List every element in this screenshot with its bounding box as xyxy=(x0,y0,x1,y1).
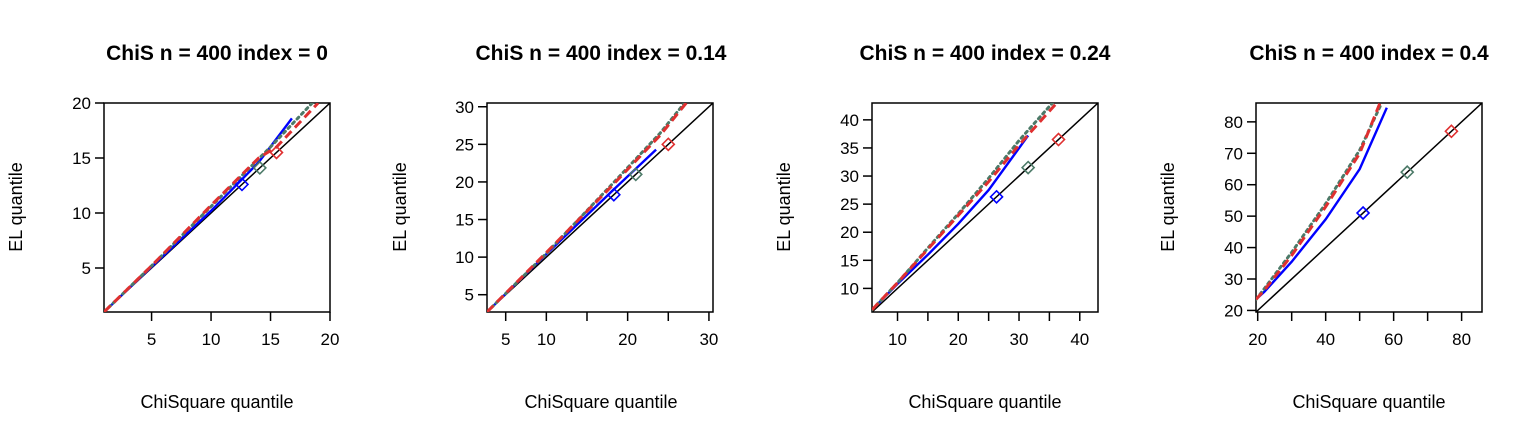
x-tick-label: 5 xyxy=(501,330,510,349)
panel-1-title: ChiS n = 400 index = 0 xyxy=(106,42,328,65)
diamond-marker-1 xyxy=(606,187,621,202)
y-tick-label: 10 xyxy=(840,279,859,298)
reference-line xyxy=(487,103,713,312)
y-tick-label: 5 xyxy=(465,286,474,305)
y-tick-label: 30 xyxy=(840,167,859,186)
y-tick-label: 60 xyxy=(1224,176,1243,195)
panel-3-title: ChiS n = 400 index = 0.24 xyxy=(860,42,1111,65)
diamond-marker-3 xyxy=(269,145,284,160)
panel-4-ylabel: EL quantile xyxy=(1158,162,1178,251)
x-tick-label: 20 xyxy=(321,330,340,349)
panel-1: ChiS n = 400 index = 0 ChiSquare quantil… xyxy=(6,42,339,412)
plot-frame xyxy=(871,102,1099,313)
panel-2-title: ChiS n = 400 index = 0.14 xyxy=(476,42,727,65)
y-tick-label: 80 xyxy=(1224,113,1243,132)
plot-frame xyxy=(486,102,714,313)
panel-4: ChiS n = 400 index = 0.4 ChiSquare quant… xyxy=(1158,42,1489,412)
reference-line xyxy=(1256,103,1482,312)
y-tick-label: 10 xyxy=(72,204,91,223)
y-tick-label: 40 xyxy=(1224,239,1243,258)
x-tick-label: 10 xyxy=(202,330,221,349)
panel-3-plot-area: 10 20 30 40 10 15 20 25 30 35 40 xyxy=(840,102,1099,349)
plot-frame xyxy=(1255,102,1483,313)
panel-4-title: ChiS n = 400 index = 0.4 xyxy=(1249,42,1489,65)
panel-4-plot-area: 20 40 60 80 20 30 40 50 60 70 80 xyxy=(1224,102,1483,349)
x-tick-label: 40 xyxy=(1070,330,1089,349)
y-tick-label: 30 xyxy=(1224,270,1243,289)
panel-2-plot-area: 5 10 20 30 5 10 15 20 25 30 xyxy=(455,98,718,349)
plot-frame xyxy=(103,102,331,313)
x-tick-label: 5 xyxy=(147,330,156,349)
y-tick-label: 40 xyxy=(840,111,859,130)
x-tick-label: 20 xyxy=(949,330,968,349)
series-line-2 xyxy=(1256,103,1384,301)
panel-1-plot-area: 5 10 15 20 5 10 15 20 xyxy=(72,94,339,349)
series-line-2 xyxy=(487,103,686,312)
panel-2: ChiS n = 400 index = 0.14 ChiSquare quan… xyxy=(390,42,727,412)
panel-1-ylabel: EL quantile xyxy=(6,162,26,251)
series-line-3 xyxy=(1256,103,1382,301)
x-tick-label: 20 xyxy=(1248,330,1267,349)
series-line-3 xyxy=(104,103,320,312)
diamond-marker-1 xyxy=(1355,205,1371,221)
y-tick-label: 50 xyxy=(1224,207,1243,226)
series-line-2 xyxy=(872,103,1054,312)
y-tick-label: 20 xyxy=(1224,301,1243,320)
x-tick-label: 10 xyxy=(888,330,907,349)
y-tick-label: 25 xyxy=(455,135,474,154)
reference-line xyxy=(872,103,1098,312)
y-tick-label: 35 xyxy=(840,139,859,158)
x-tick-label: 60 xyxy=(1384,330,1403,349)
x-tick-label: 20 xyxy=(618,330,637,349)
y-tick-label: 70 xyxy=(1224,144,1243,163)
diamond-marker-2 xyxy=(1021,160,1036,175)
diamond-marker-2 xyxy=(252,160,267,176)
y-tick-label: 25 xyxy=(840,195,859,214)
diamond-marker-2 xyxy=(1400,165,1415,180)
y-tick-label: 20 xyxy=(72,94,91,113)
series-line-3 xyxy=(872,103,1058,311)
panel-2-ylabel: EL quantile xyxy=(390,162,410,251)
y-tick-label: 15 xyxy=(840,251,859,270)
x-tick-label: 80 xyxy=(1452,330,1471,349)
x-tick-label: 40 xyxy=(1316,330,1335,349)
series-line-3 xyxy=(487,103,688,312)
diamond-marker-3 xyxy=(661,137,676,152)
y-tick-label: 15 xyxy=(455,211,474,230)
y-tick-label: 5 xyxy=(82,259,91,278)
panel-3-ylabel: EL quantile xyxy=(774,162,794,251)
diamond-marker-2 xyxy=(628,167,643,182)
panel-3: ChiS n = 400 index = 0.24 ChiSquare quan… xyxy=(774,42,1111,412)
diamond-marker-3 xyxy=(1444,124,1459,139)
x-tick-label: 10 xyxy=(537,330,556,349)
y-tick-label: 15 xyxy=(72,149,91,168)
diamond-marker-3 xyxy=(1051,132,1066,147)
y-tick-label: 20 xyxy=(455,173,474,192)
panel-1-xlabel: ChiSquare quantile xyxy=(140,392,293,412)
diamond-marker-1 xyxy=(234,177,250,192)
y-tick-label: 20 xyxy=(840,223,859,242)
y-tick-label: 30 xyxy=(455,98,474,117)
panel-4-xlabel: ChiSquare quantile xyxy=(1292,392,1445,412)
x-tick-label: 30 xyxy=(699,330,718,349)
series-line-1 xyxy=(1256,107,1388,301)
x-tick-label: 30 xyxy=(1010,330,1029,349)
x-tick-label: 15 xyxy=(261,330,280,349)
panel-3-xlabel: ChiSquare quantile xyxy=(908,392,1061,412)
panel-2-xlabel: ChiSquare quantile xyxy=(524,392,677,412)
diamond-marker-1 xyxy=(989,189,1004,204)
y-tick-label: 10 xyxy=(455,248,474,267)
